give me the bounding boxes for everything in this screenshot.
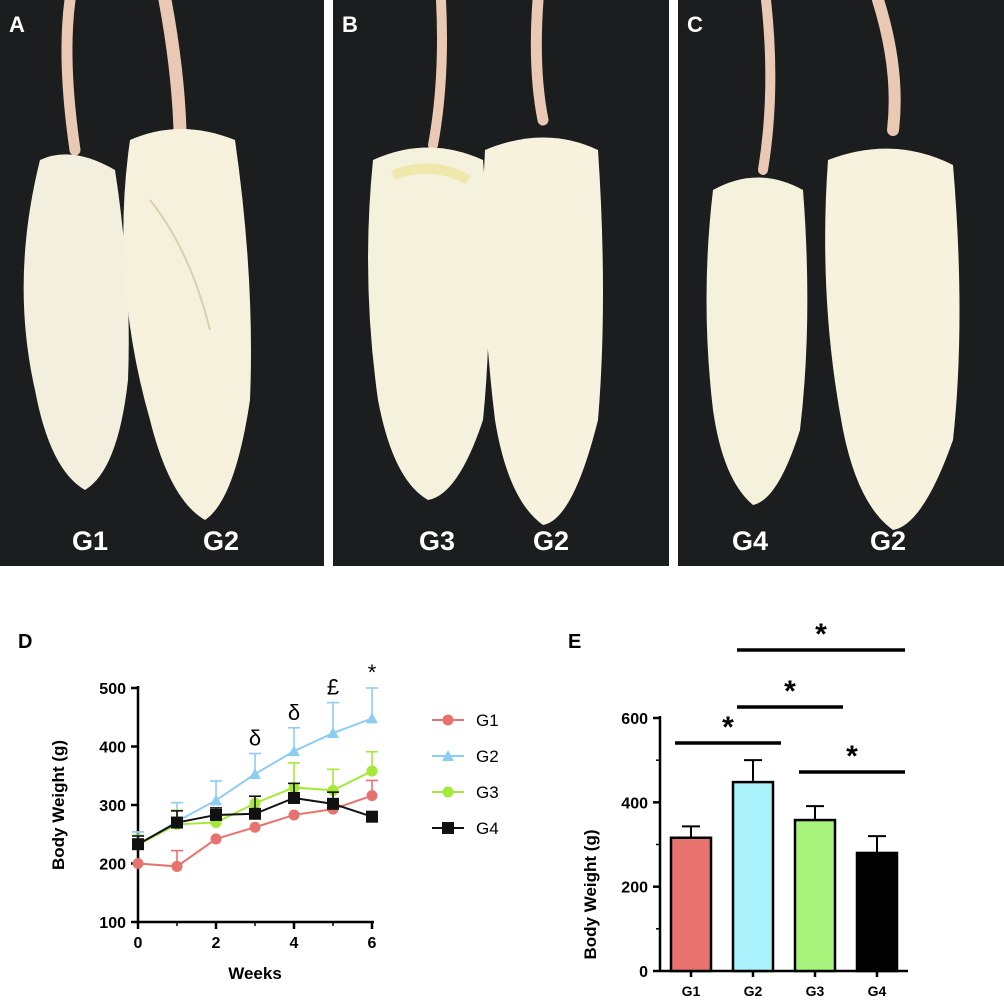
legend-marker <box>442 714 454 726</box>
data-point <box>132 838 144 851</box>
x-tick-label: 0 <box>134 935 143 952</box>
data-point <box>249 767 261 779</box>
y-tick-label: 600 <box>621 711 648 728</box>
group-label-left: G1 <box>72 526 109 556</box>
data-point <box>327 727 339 739</box>
significance-annotation: δ <box>249 726 261 751</box>
rat-photo-illustration <box>706 0 960 531</box>
group-label-right: G2 <box>870 526 907 556</box>
significance-bracket: * <box>799 740 905 774</box>
significance-star: * <box>815 618 827 651</box>
data-point <box>210 808 222 821</box>
panel-letter: A <box>9 12 25 37</box>
legend-marker <box>442 822 454 834</box>
x-tick-label: G1 <box>682 983 701 999</box>
rat-photo-illustration <box>23 0 251 520</box>
line-chart-body-weight-over-weeks: D 100 200 300 400 500 0 2 4 6 Weeks Body Weight (g)… <box>18 631 499 983</box>
significance-bracket: * <box>737 618 905 652</box>
group-label-right: G2 <box>533 526 570 556</box>
legend-label: G2 <box>476 747 499 766</box>
x-tick-label: G4 <box>868 983 887 999</box>
bar-G2 <box>731 780 775 973</box>
y-tick-label: 200 <box>621 880 648 897</box>
group-label-left: G4 <box>732 526 769 556</box>
y-tick-label: 400 <box>621 795 648 812</box>
legend-item-G2: G2 <box>432 747 499 766</box>
panel-letter: C <box>687 12 703 37</box>
bar-G4 <box>855 851 899 973</box>
data-point <box>327 784 339 796</box>
x-tick-label: 2 <box>212 935 221 952</box>
significance-star: * <box>784 675 796 708</box>
y-tick-label: 500 <box>99 681 126 698</box>
legend-item-G3: G3 <box>432 783 499 802</box>
data-point <box>210 794 222 806</box>
x-tick-label: G2 <box>744 983 763 999</box>
significance-bracket: * <box>675 711 781 745</box>
significance-annotation: £ <box>327 675 339 700</box>
group-label-left: G3 <box>419 526 456 556</box>
legend-item-G4: G4 <box>432 819 499 838</box>
significance-star: * <box>846 740 858 773</box>
data-point <box>249 821 261 833</box>
significance-star: * <box>722 711 734 744</box>
data-point <box>249 807 261 820</box>
data-point <box>288 809 300 821</box>
y-axis-title: Body Weight (g) <box>49 740 68 870</box>
legend-marker <box>442 786 454 798</box>
series-G4 <box>132 782 378 851</box>
data-point <box>288 791 300 804</box>
x-tick-label: 6 <box>368 935 377 952</box>
panel-letter: B <box>342 12 358 37</box>
significance-annotation: * <box>368 660 377 685</box>
data-point <box>132 858 144 869</box>
legend-item-G1: G1 <box>432 711 499 730</box>
y-tick-label: 0 <box>639 964 648 981</box>
x-axis-title: Weeks <box>228 964 282 983</box>
bar-G3 <box>793 818 837 973</box>
legend-marker <box>442 750 454 761</box>
significance-annotation: δ <box>288 700 300 725</box>
y-axis-title: Body Weight (g) <box>581 830 600 960</box>
photo-panel-a: A G1 G2 <box>0 0 324 566</box>
data-point <box>366 810 378 823</box>
legend-label: G4 <box>476 819 499 838</box>
panel-letter: D <box>18 631 32 653</box>
x-tick-label: G3 <box>806 983 825 999</box>
data-point <box>366 790 378 802</box>
photo-panel-c: C G4 G2 <box>678 0 1004 566</box>
y-tick-label: 300 <box>99 798 126 815</box>
data-point <box>327 797 339 810</box>
legend-label: G1 <box>476 711 499 730</box>
panel-letter: E <box>568 631 581 653</box>
bar-chart-final-body-weight: E 0 200 400 600 Body Weight (g) G1 G2 G3 G4 * * * * <box>568 618 908 999</box>
data-point <box>171 860 183 872</box>
data-point <box>288 745 300 757</box>
data-point <box>366 765 378 777</box>
rat-photo-illustration <box>368 0 603 525</box>
group-label-right: G2 <box>203 526 240 556</box>
data-point <box>210 833 222 845</box>
bar-G1 <box>669 836 713 973</box>
data-point <box>366 712 378 724</box>
x-tick-label: 4 <box>290 935 299 952</box>
y-tick-label: 200 <box>99 857 126 874</box>
legend-label: G3 <box>476 783 499 802</box>
significance-bracket: * <box>737 675 843 709</box>
y-tick-label: 100 <box>99 915 126 932</box>
y-tick-label: 400 <box>99 740 126 757</box>
photo-panel-b: B G3 G2 <box>333 0 669 566</box>
data-point <box>171 816 183 829</box>
